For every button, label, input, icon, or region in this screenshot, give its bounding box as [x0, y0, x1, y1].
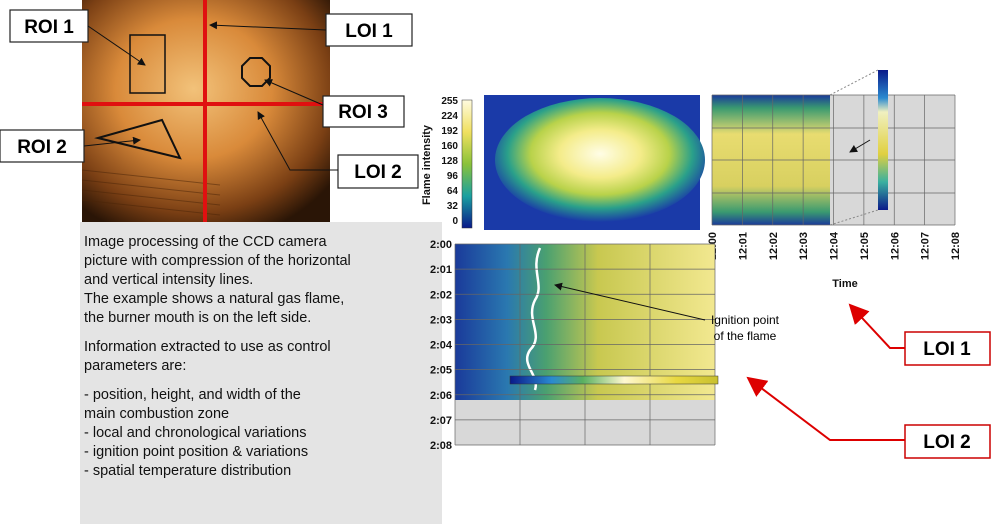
- bullet-line: - ignition point position & variations: [84, 444, 308, 460]
- figure: ROI 1 LOI 1 ROI 3 ROI 2 LOI 2 Image proc…: [0, 0, 997, 524]
- description-line: the burner mouth is on the left side.: [84, 310, 311, 326]
- colorbar-tick-label: 224: [441, 111, 458, 122]
- time-tick-label: 12:03: [798, 232, 810, 260]
- label: ROI 2: [17, 137, 67, 158]
- arrow: [748, 378, 905, 440]
- description-line: The example shows a natural gas flame,: [84, 291, 344, 307]
- description-line: parameters are:: [84, 358, 186, 374]
- time-ticks: 2:00 2:01 2:02 2:03 2:04 2:05 2:06 2:07 2:08: [430, 239, 453, 452]
- horizontal-colorbar: [510, 376, 718, 384]
- time-tick-label: 2:00: [430, 239, 452, 251]
- time-tick-label: 12:04: [829, 231, 841, 260]
- annotation: Ignition point of the flame: [711, 313, 780, 343]
- time-tick-label: 2:03: [430, 314, 452, 326]
- label: LOI 2: [923, 432, 971, 453]
- colorbar: [462, 100, 472, 228]
- label: LOI 1: [923, 339, 971, 360]
- colorbar-tick-label: 128: [441, 156, 458, 167]
- time-tick-label: 2:08: [430, 440, 452, 452]
- flame-map: [495, 98, 705, 222]
- time-tick-label: 12:05: [859, 232, 871, 260]
- label: ROI 3: [338, 102, 388, 123]
- colorbar-tick-label: 96: [447, 171, 459, 182]
- time-tick-label: 12:01: [737, 232, 749, 260]
- label: LOI 1: [345, 21, 393, 42]
- colorbar-tick-label: 64: [447, 186, 459, 197]
- guide: [830, 70, 878, 95]
- colorbar-tick-label: 160: [441, 141, 458, 152]
- colorbar-tick-label: 192: [441, 126, 458, 137]
- colorbar-ticks: 255 224 192 160 128 96 64 32 0: [441, 96, 458, 227]
- annotation-line: Ignition point: [711, 313, 780, 327]
- label: ROI 1: [24, 17, 74, 38]
- colorbar-tick-label: 0: [452, 216, 458, 227]
- description-line: and vertical intensity lines.: [84, 272, 253, 288]
- time-tick-label: 2:04: [430, 340, 453, 352]
- time-ticks: 12:0012:0112:0212:0312:0412:0512:0612:07…: [707, 231, 962, 260]
- time-tick-label: 12:08: [950, 232, 962, 260]
- colorbar-tick-label: 255: [441, 96, 458, 107]
- description-line: picture with compression of the horizont…: [84, 253, 351, 269]
- arrow: [850, 305, 905, 348]
- time-tick-label: 2:05: [430, 365, 452, 377]
- vertical-colorbar: [878, 70, 888, 210]
- description-line: Image processing of the CCD camera: [84, 234, 328, 250]
- description-line: Information extracted to use as control: [84, 339, 331, 355]
- time-tick-label: 12:06: [889, 232, 901, 260]
- time-tick-label: 2:02: [430, 289, 452, 301]
- colorbar-title: Flame intensity: [421, 124, 433, 205]
- annotation-line: of the flame: [714, 329, 777, 343]
- bullet-line: - spatial temperature distribution: [84, 463, 291, 479]
- time-tick-label: 12:02: [768, 232, 780, 260]
- label: LOI 2: [354, 162, 402, 183]
- bullet-line: - local and chronological variations: [84, 425, 306, 441]
- axis-title: Time: [832, 278, 857, 290]
- bullet-line: main combustion zone: [84, 406, 229, 422]
- time-tick-label: 12:07: [920, 232, 932, 260]
- colorbar-tick-label: 32: [447, 201, 459, 212]
- time-tick-label: 2:01: [430, 264, 452, 276]
- time-tick-label: 2:06: [430, 390, 452, 402]
- time-tick-label: 2:07: [430, 415, 452, 427]
- bullet-line: - position, height, and width of the: [84, 387, 301, 403]
